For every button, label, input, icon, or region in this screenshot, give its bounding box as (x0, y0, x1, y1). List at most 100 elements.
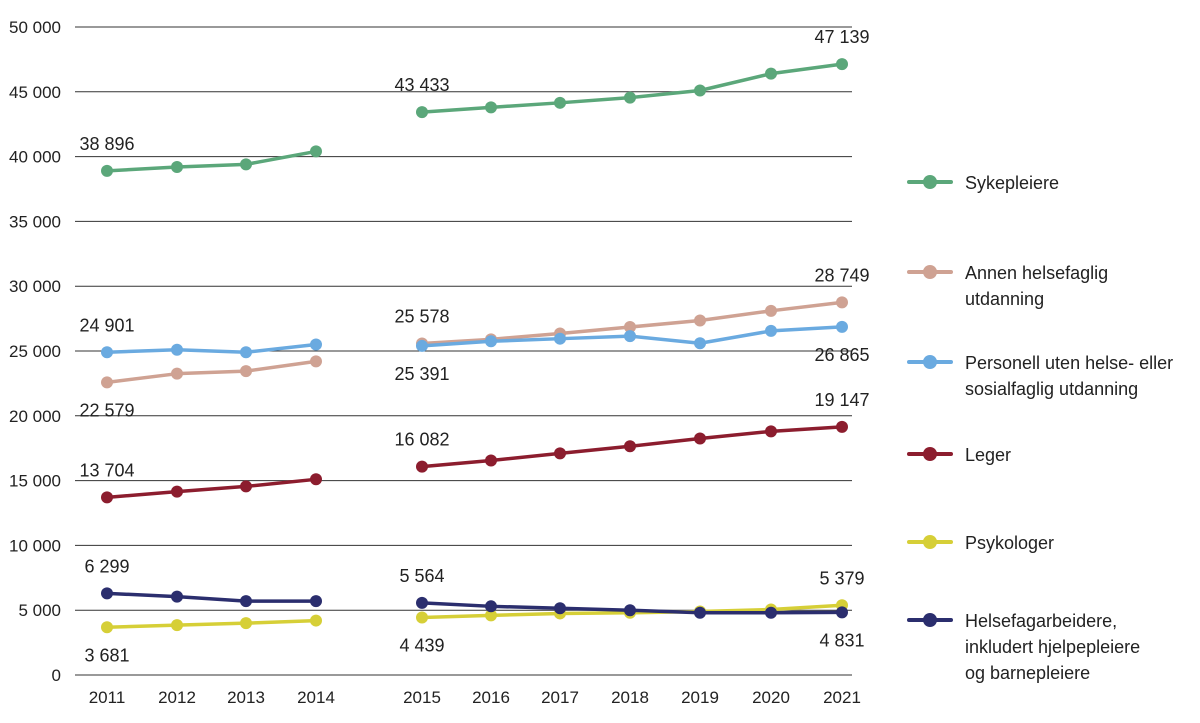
series-6 (101, 587, 848, 619)
series-line (105, 591, 318, 603)
data-point (836, 420, 848, 433)
data-labels: 38 896 43 433 47 139 22 579 25 578 28 749 24 9… (79, 27, 869, 665)
data-point (694, 84, 706, 97)
data-point (765, 67, 777, 80)
data-point (485, 600, 497, 613)
series-line (105, 342, 318, 355)
data-point (554, 332, 566, 345)
y-tick-label: 5 000 (18, 601, 61, 620)
data-point (240, 595, 252, 608)
data-label: 28 749 (814, 265, 869, 285)
data-point (416, 611, 428, 624)
data-point (765, 606, 777, 619)
line-chart: 0 5 000 10 000 15 000 20 000 25 000 30 000 35 0… (9, 18, 870, 707)
x-tick-label: 2013 (227, 688, 265, 707)
y-tick-label: 35 000 (9, 212, 61, 231)
data-label: 19 147 (814, 390, 869, 410)
data-label: 4 439 (399, 635, 444, 655)
x-tick-label: 2020 (752, 688, 790, 707)
data-point (485, 609, 497, 622)
legend-item-personell-uten: Personell uten helse- eller sosialfaglig… (905, 350, 1195, 432)
y-tick-label: 40 000 (9, 148, 61, 167)
data-label: 5 564 (399, 566, 444, 586)
series-group (101, 58, 848, 634)
series-4 (101, 420, 848, 504)
legend-swatch-icon (905, 442, 955, 466)
data-label: 25 578 (394, 307, 449, 327)
data-point (624, 440, 636, 453)
x-tick-label: 2021 (823, 688, 861, 707)
y-tick-label: 10 000 (9, 536, 61, 555)
data-point (765, 304, 777, 317)
y-tick-label: 20 000 (9, 407, 61, 426)
data-point (554, 96, 566, 109)
data-point (310, 338, 322, 351)
data-point (310, 595, 322, 608)
data-point (101, 621, 113, 634)
data-point (836, 606, 848, 619)
x-tick-label: 2014 (297, 688, 335, 707)
data-point (101, 491, 113, 504)
data-point (485, 101, 497, 114)
data-point (554, 447, 566, 460)
legend-label: Leger (965, 445, 1012, 465)
data-point (836, 320, 848, 333)
legend-item-helsefagarbeidere: Helsefagarbeidere, inkludert hjelpepleie… (905, 608, 1195, 686)
data-point (101, 376, 113, 389)
data-point (310, 473, 322, 486)
data-point (694, 432, 706, 445)
y-tick-label: 45 000 (9, 83, 61, 102)
legend-swatch-dot (923, 355, 937, 369)
legend-swatch-icon (905, 530, 955, 554)
data-label: 3 681 (84, 645, 129, 665)
y-tick-label: 15 000 (9, 472, 61, 491)
data-label: 6 299 (84, 556, 129, 576)
data-point (101, 587, 113, 600)
data-point (694, 314, 706, 327)
data-point (485, 454, 497, 467)
data-label: 13 704 (79, 460, 134, 480)
legend-swatch-dot (923, 175, 937, 189)
data-point (694, 337, 706, 350)
data-point (416, 339, 428, 352)
series-3 (101, 320, 848, 359)
data-point (310, 145, 322, 158)
data-point (310, 355, 322, 368)
data-label: 25 391 (394, 364, 449, 384)
data-point (624, 321, 636, 334)
x-tick-label: 2018 (611, 688, 649, 707)
legend-swatch-icon (905, 260, 955, 284)
legend-label: Annen helsefaglig utdanning (965, 263, 1109, 309)
data-label: 47 139 (814, 27, 869, 47)
data-point (240, 480, 252, 493)
data-point (171, 160, 183, 173)
x-axis: 2011 2012 2013 2014 2015 2016 2017 2018 2019 2020… (89, 688, 861, 707)
data-label: 24 901 (79, 315, 134, 335)
data-point (101, 346, 113, 359)
data-point (171, 590, 183, 603)
data-point (765, 425, 777, 438)
legend-item-annen-helsefaglig: Annen helsefaglig utdanning (905, 260, 1195, 340)
data-label: 43 433 (394, 75, 449, 95)
data-point (836, 296, 848, 309)
series-1 (101, 58, 848, 177)
data-point (171, 343, 183, 356)
data-point (171, 619, 183, 632)
data-point (554, 602, 566, 615)
data-label: 22 579 (79, 400, 134, 420)
data-point (240, 158, 252, 171)
data-point (240, 617, 252, 630)
data-point (624, 604, 636, 617)
legend-label: Psykologer (965, 533, 1055, 553)
legend-label: Helsefagarbeidere, inkludert hjelpepleie… (965, 611, 1141, 683)
data-point (240, 346, 252, 359)
legend-swatch-icon (905, 350, 955, 374)
x-tick-label: 2019 (681, 688, 719, 707)
data-point (171, 485, 183, 498)
x-tick-label: 2015 (403, 688, 441, 707)
data-point (765, 324, 777, 337)
y-tick-label: 0 (52, 666, 61, 685)
x-tick-label: 2011 (89, 688, 126, 707)
y-tick-label: 50 000 (9, 18, 61, 37)
data-label: 5 379 (819, 568, 864, 588)
